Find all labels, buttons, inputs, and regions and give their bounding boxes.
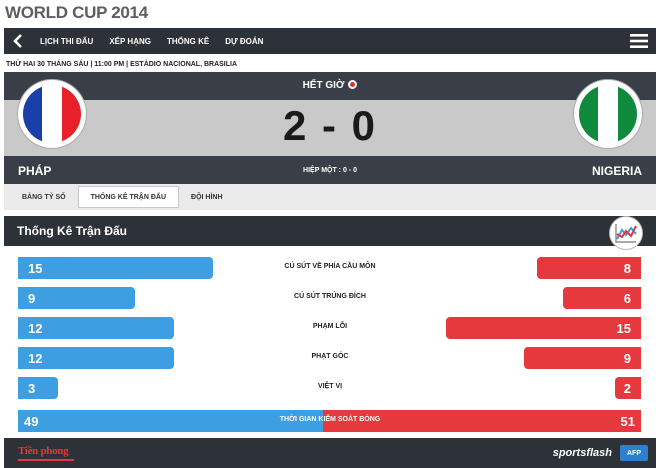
stat-home-value: 15	[18, 257, 213, 279]
tienphong-logo-text: Tiền phong	[18, 445, 69, 457]
nav-item-stats[interactable]: THỐNG KÊ	[166, 36, 210, 46]
stat-away-value: 6	[563, 287, 641, 309]
nav-item-schedule[interactable]: LỊCH THI ĐẤU	[40, 36, 94, 46]
app-title: WORLD CUP 2014	[5, 3, 148, 22]
line-chart-icon	[615, 224, 637, 243]
stat-row: 3 2 VIỆT VỊ	[0, 377, 660, 399]
away-team-name: NIGERIA	[591, 164, 642, 178]
menu-icon	[630, 34, 648, 48]
stat-home-value: 3	[18, 377, 58, 399]
nav-item-standings[interactable]: XẾP HẠNG	[109, 36, 151, 46]
stat-label: PHẠM LỖI	[312, 323, 348, 330]
stat-away-value: 8	[537, 257, 641, 279]
stat-row: 9 6 CÚ SÚT TRÚNG ĐÍCH	[0, 287, 660, 309]
stat-away-value: 9	[524, 347, 641, 369]
hamburger-menu-button[interactable]	[622, 28, 656, 54]
footer: Tiền phong sportsflash AFP	[4, 438, 656, 468]
half-score: HIỆP MỘT : 0 - 0	[303, 167, 357, 174]
tab-scoreboard[interactable]: BẢNG TỶ SỐ	[22, 193, 66, 201]
home-flag[interactable]	[18, 80, 86, 148]
stat-away-value: 2	[615, 377, 641, 399]
possession-label: THỜI GIAN KIỂM SOÁT BÓNG	[279, 416, 381, 423]
stat-label: CÚ SÚT TRÚNG ĐÍCH	[294, 293, 366, 300]
tab-lineup[interactable]: ĐỘI HÌNH	[191, 193, 223, 201]
chart-button[interactable]	[610, 217, 642, 249]
stat-home-value: 12	[18, 317, 174, 339]
back-button[interactable]	[4, 28, 32, 54]
sportsflash-logo: sportsflash	[552, 447, 612, 459]
stat-away-value: 15	[446, 317, 641, 339]
stat-row: 12 9 PHẠT GÓC	[0, 347, 660, 369]
chevron-left-icon	[13, 34, 22, 48]
stat-home-value: 12	[18, 347, 174, 369]
stat-label: VIỆT VỊ	[317, 383, 343, 390]
home-team-name: PHÁP	[18, 164, 52, 178]
stat-row: 12 15 PHẠM LỖI	[0, 317, 660, 339]
score: 2 - 0	[282, 102, 378, 149]
tienphong-logo: Tiền phong	[18, 445, 74, 461]
tab-match-stats[interactable]: THỐNG KÊ TRẬN ĐẤU	[77, 186, 180, 208]
nigeria-flag-icon	[579, 85, 637, 143]
scoreboard: HẾT GIỜ 2 - 0 PHÁP NIGERIA HIỆP MỘT : 0 …	[4, 72, 656, 184]
stats-header: Thống Kê Trận Đấu	[4, 216, 656, 249]
possession-away: 51	[323, 410, 641, 432]
stat-label: PHẠT GÓC	[311, 353, 349, 360]
stat-row: 15 8 CÚ SÚT VỀ PHÍA CẦU MÔN	[0, 257, 660, 279]
match-info: THỨ HAI 30 THÁNG SÁU | 11:00 PM | ESTÁDI…	[6, 61, 238, 68]
stat-label: CÚ SÚT VỀ PHÍA CẦU MÔN	[284, 263, 376, 270]
stats-title: Thống Kê Trận Đấu	[17, 224, 128, 238]
stat-home-value: 9	[18, 287, 135, 309]
away-flag[interactable]	[574, 80, 642, 148]
possession-home: 49	[18, 410, 324, 432]
nav-item-predict[interactable]: DỰ ĐOÁN	[225, 36, 264, 46]
possession-bar: 49 51	[18, 410, 641, 432]
top-nav: LỊCH THI ĐẤU XẾP HẠNG THỐNG KÊ DỰ ĐOÁN	[4, 28, 656, 54]
france-flag-icon	[23, 85, 81, 143]
live-dot-icon	[348, 80, 358, 89]
afp-badge: AFP	[620, 445, 648, 461]
status-label: HẾT GIỜ	[302, 80, 345, 91]
match-status: HẾT GIỜ	[4, 80, 656, 91]
match-tabs: BẢNG TỶ SỐ THỐNG KÊ TRẬN ĐẤU ĐỘI HÌNH	[4, 184, 656, 210]
